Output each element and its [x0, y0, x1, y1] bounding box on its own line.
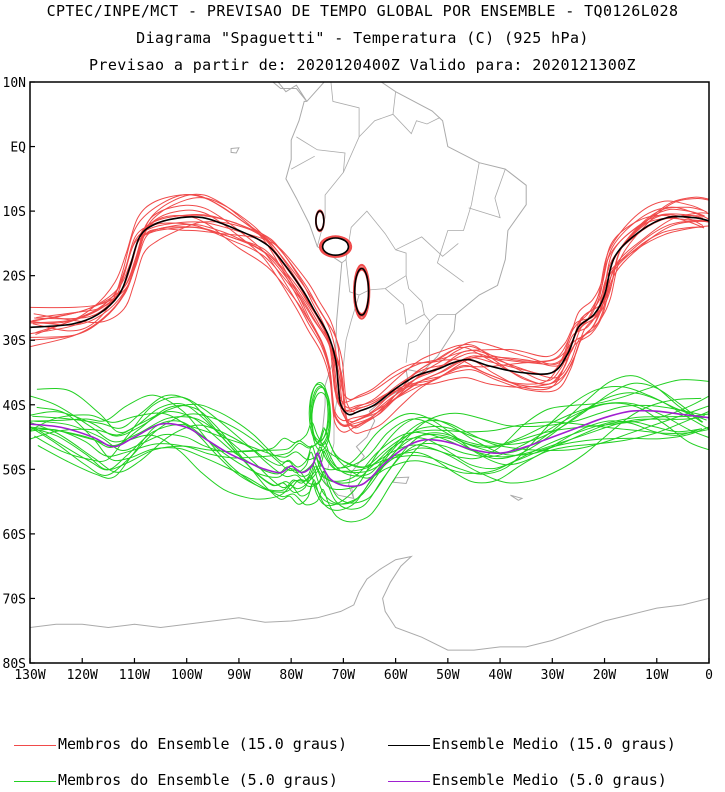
- legend-label-black-mean: Ensemble Medio (15.0 graus): [432, 735, 676, 753]
- red-andes-contour-1-4: [352, 263, 371, 320]
- plot-frame: [29, 81, 710, 664]
- legend-label-purple-mean: Ensemble Medio (5.0 graus): [432, 771, 667, 789]
- country-border-6: [392, 114, 441, 135]
- country-border-12: [468, 168, 506, 219]
- legend-label-red-members: Membros do Ensemble (15.0 graus): [58, 735, 347, 753]
- lon-tick-label: 10W: [645, 668, 669, 683]
- green-member-line-1: [36, 392, 709, 523]
- green-member-line-17: [30, 382, 704, 511]
- legend-label-green-members: Membros do Ensemble (5.0 graus): [58, 771, 338, 789]
- lon-tick-label: 40W: [488, 668, 512, 683]
- legend-swatch-red-members: [14, 745, 56, 746]
- black-mean-andes-contour-1: [353, 267, 370, 316]
- coastline-island-1: [510, 494, 524, 501]
- green-member-line-16: [30, 405, 702, 507]
- lon-tick-label: 120W: [67, 668, 98, 683]
- green-member-line-6: [30, 394, 709, 493]
- legend-swatch-green-members: [14, 781, 56, 782]
- legend-swatch-purple-mean: [388, 781, 430, 782]
- red-member-line-0: [30, 209, 704, 433]
- country-border-1: [345, 210, 407, 296]
- lat-tick-label: EQ: [10, 141, 26, 156]
- lon-tick-label: 110W: [119, 668, 150, 683]
- coastline-island-2: [230, 147, 240, 154]
- country-border-8: [405, 314, 431, 363]
- country-border-5: [358, 91, 396, 138]
- lat-tick-label: 70S: [3, 592, 26, 607]
- red-member-line-15: [30, 214, 704, 422]
- green-member-line-14: [32, 394, 705, 505]
- red-andes-contour-0-5: [320, 236, 351, 257]
- red-member-line-12: [34, 220, 709, 429]
- green-member-line-9: [30, 413, 702, 473]
- lat-tick-label: 10N: [3, 76, 26, 91]
- coastline-land-1: [272, 82, 308, 102]
- red-member-line-2: [30, 194, 709, 409]
- country-border-2: [296, 136, 346, 247]
- green-member-loop-1: [309, 382, 330, 442]
- coastline-land-2: [30, 555, 709, 663]
- red-member-line-11: [30, 197, 704, 428]
- lon-tick-label: 80W: [279, 668, 303, 683]
- lon-tick-label: 50W: [436, 668, 460, 683]
- lat-tick-label: 60S: [3, 528, 26, 543]
- red-member-line-7: [35, 222, 709, 423]
- lat-tick-label: 30S: [3, 334, 26, 349]
- green-member-loop-3: [311, 387, 332, 447]
- lon-tick-label: 100W: [171, 668, 202, 683]
- lon-tick-label: 70W: [332, 668, 356, 683]
- lon-tick-label: 20W: [593, 668, 617, 683]
- green-member-loop-4: [308, 383, 329, 443]
- country-border-11: [436, 162, 480, 283]
- red-andes-contour-0-3: [318, 235, 353, 258]
- coastline-land-0: [285, 82, 527, 500]
- lat-tick-label: 50S: [3, 463, 26, 478]
- green-member-line-5: [34, 385, 707, 475]
- coastline-layer: [30, 82, 709, 663]
- chart-title: CPTEC/INPE/MCT - PREVISAO DE TEMPO GLOBA…: [46, 2, 679, 20]
- purple-ensemble-mean-line: [30, 409, 709, 488]
- green-member-line-7: [30, 413, 709, 479]
- green-member-line-2: [30, 402, 709, 510]
- red-member-line-9: [33, 200, 708, 413]
- chart-subtitle: Diagrama "Spaguetti" - Temperatura (C) (…: [136, 29, 589, 47]
- green-member-line-15: [36, 379, 709, 491]
- green-member-loop-2: [311, 392, 331, 452]
- green-member-line-10: [30, 375, 703, 505]
- black-mean-andes-contour-2: [315, 210, 325, 232]
- coastline-island-0: [392, 476, 410, 485]
- red-member-line-14: [30, 197, 709, 401]
- country-border-14: [395, 236, 459, 257]
- lon-tick-label: 90W: [227, 668, 251, 683]
- lon-tick-label: 130W: [14, 668, 45, 683]
- country-border-4: [330, 82, 360, 173]
- contour-layer: [30, 193, 709, 523]
- black-ensemble-mean-line: [30, 215, 709, 416]
- lon-tick-label: 0: [705, 668, 713, 683]
- black-mean-andes-contour-0: [321, 237, 350, 257]
- lon-tick-label: 60W: [384, 668, 408, 683]
- lat-tick-label: 40S: [3, 399, 26, 414]
- country-border-13: [429, 314, 456, 322]
- lat-tick-label: 20S: [3, 270, 26, 285]
- lat-tick-label: 80S: [3, 657, 26, 672]
- lat-tick-label: 10S: [3, 205, 26, 220]
- chart-validity-line: Previsao a partir de: 2020120400Z Valido…: [89, 56, 636, 74]
- legend-swatch-black-mean: [388, 745, 430, 746]
- green-member-line-8: [34, 396, 709, 504]
- country-border-3: [291, 155, 315, 170]
- green-member-line-12: [36, 426, 709, 500]
- lon-tick-label: 30W: [541, 668, 565, 683]
- country-border-0: [327, 258, 360, 470]
